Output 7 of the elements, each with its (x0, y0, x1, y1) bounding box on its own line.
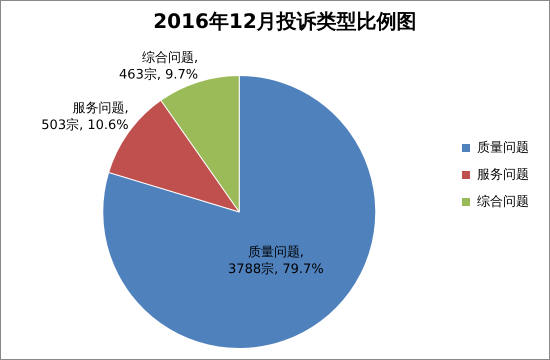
legend-label: 综合问题 (477, 194, 529, 210)
data-label: 质量问题, 3788宗, 79.7% (228, 245, 324, 278)
legend-label: 服务问题 (477, 167, 529, 182)
legend-label: 质量问题 (477, 140, 529, 156)
data-label: 服务问题, 503宗, 10.6% (41, 100, 129, 133)
chart-title: 2016年12月投诉类型比例图 (153, 9, 417, 34)
data-label: 综合问题, 463宗, 9.7% (119, 50, 198, 83)
